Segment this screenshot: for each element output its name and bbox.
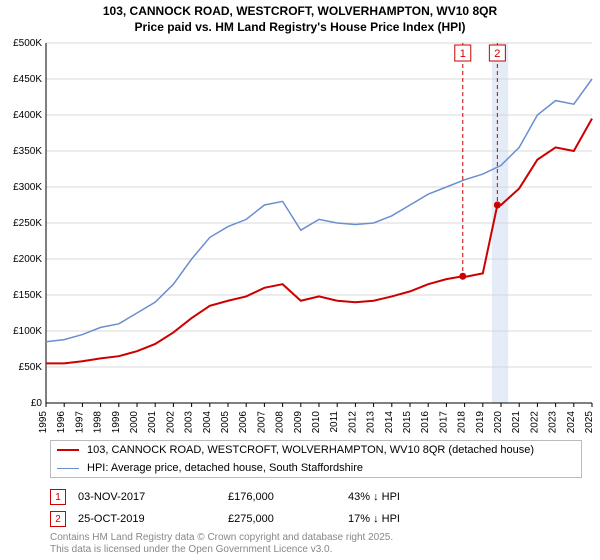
svg-text:2004: 2004 — [202, 411, 213, 434]
markers-table: 1 03-NOV-2017 £176,000 43% ↓ HPI 2 25-OC… — [50, 486, 580, 530]
svg-text:£500K: £500K — [13, 38, 42, 49]
svg-text:2025: 2025 — [584, 411, 595, 434]
svg-text:2005: 2005 — [220, 411, 231, 434]
svg-text:2003: 2003 — [184, 411, 195, 434]
svg-text:2007: 2007 — [256, 411, 267, 434]
svg-text:2009: 2009 — [293, 411, 304, 434]
svg-text:£250K: £250K — [13, 218, 42, 229]
svg-text:2006: 2006 — [238, 411, 249, 434]
marker-badge-2: 2 — [50, 511, 66, 527]
svg-text:£100K: £100K — [13, 326, 42, 337]
svg-text:2: 2 — [494, 48, 500, 60]
marker-row-1: 1 03-NOV-2017 £176,000 43% ↓ HPI — [50, 486, 580, 508]
svg-text:2002: 2002 — [165, 411, 176, 434]
footer-line2: This data is licensed under the Open Gov… — [50, 544, 393, 556]
svg-text:1996: 1996 — [56, 411, 67, 434]
svg-text:£0: £0 — [31, 398, 43, 409]
svg-text:2008: 2008 — [275, 411, 286, 434]
marker-row-2: 2 25-OCT-2019 £275,000 17% ↓ HPI — [50, 508, 580, 530]
marker-price-2: £275,000 — [228, 513, 348, 525]
marker-date-2: 25-OCT-2019 — [78, 513, 228, 525]
svg-text:2014: 2014 — [384, 411, 395, 434]
svg-text:£50K: £50K — [19, 362, 43, 373]
svg-text:£200K: £200K — [13, 254, 42, 265]
legend-swatch-price-paid — [57, 449, 79, 451]
svg-text:2013: 2013 — [366, 411, 377, 434]
svg-text:£150K: £150K — [13, 290, 42, 301]
svg-text:2019: 2019 — [475, 411, 486, 434]
legend-label-price-paid: 103, CANNOCK ROAD, WESTCROFT, WOLVERHAMP… — [87, 444, 534, 456]
svg-text:2010: 2010 — [311, 411, 322, 434]
footer-line1: Contains HM Land Registry data © Crown c… — [50, 532, 393, 544]
svg-text:£350K: £350K — [13, 146, 42, 157]
svg-text:2011: 2011 — [329, 411, 340, 433]
svg-text:1998: 1998 — [93, 411, 104, 434]
svg-text:2020: 2020 — [493, 411, 504, 434]
title-line1: 103, CANNOCK ROAD, WESTCROFT, WOLVERHAMP… — [0, 4, 600, 20]
svg-text:2022: 2022 — [529, 411, 540, 434]
svg-text:1997: 1997 — [74, 411, 85, 434]
marker-price-1: £176,000 — [228, 491, 348, 503]
svg-text:1: 1 — [460, 48, 466, 60]
svg-text:2001: 2001 — [147, 411, 158, 434]
svg-text:2021: 2021 — [511, 411, 522, 434]
svg-text:2000: 2000 — [129, 411, 140, 434]
svg-text:2015: 2015 — [402, 411, 413, 434]
chart-title: 103, CANNOCK ROAD, WESTCROFT, WOLVERHAMP… — [0, 0, 600, 35]
title-line2: Price paid vs. HM Land Registry's House … — [0, 20, 600, 36]
svg-text:2016: 2016 — [420, 411, 431, 434]
svg-text:2018: 2018 — [457, 411, 468, 434]
svg-text:£450K: £450K — [13, 74, 42, 85]
footer: Contains HM Land Registry data © Crown c… — [50, 532, 393, 556]
svg-text:1995: 1995 — [38, 411, 49, 434]
legend: 103, CANNOCK ROAD, WESTCROFT, WOLVERHAMP… — [50, 440, 582, 478]
svg-text:2024: 2024 — [566, 411, 577, 434]
marker-delta-1: 43% ↓ HPI — [348, 491, 468, 503]
legend-row-hpi: HPI: Average price, detached house, Sout… — [51, 459, 581, 477]
line-chart: £0 £50K £100K £150K £200K £250K £300K £350K £400… — [0, 35, 600, 435]
legend-row-price-paid: 103, CANNOCK ROAD, WESTCROFT, WOLVERHAMP… — [51, 441, 581, 459]
marker-delta-2: 17% ↓ HPI — [348, 513, 468, 525]
svg-text:2023: 2023 — [548, 411, 559, 434]
legend-swatch-hpi — [57, 468, 79, 469]
marker-badge-1: 1 — [50, 489, 66, 505]
chart-container: 103, CANNOCK ROAD, WESTCROFT, WOLVERHAMP… — [0, 0, 600, 560]
legend-label-hpi: HPI: Average price, detached house, Sout… — [87, 462, 363, 474]
svg-text:1999: 1999 — [111, 411, 122, 434]
svg-text:£300K: £300K — [13, 182, 42, 193]
marker-date-1: 03-NOV-2017 — [78, 491, 228, 503]
svg-text:£400K: £400K — [13, 110, 42, 121]
svg-text:2017: 2017 — [438, 411, 449, 434]
svg-text:2012: 2012 — [347, 411, 358, 434]
